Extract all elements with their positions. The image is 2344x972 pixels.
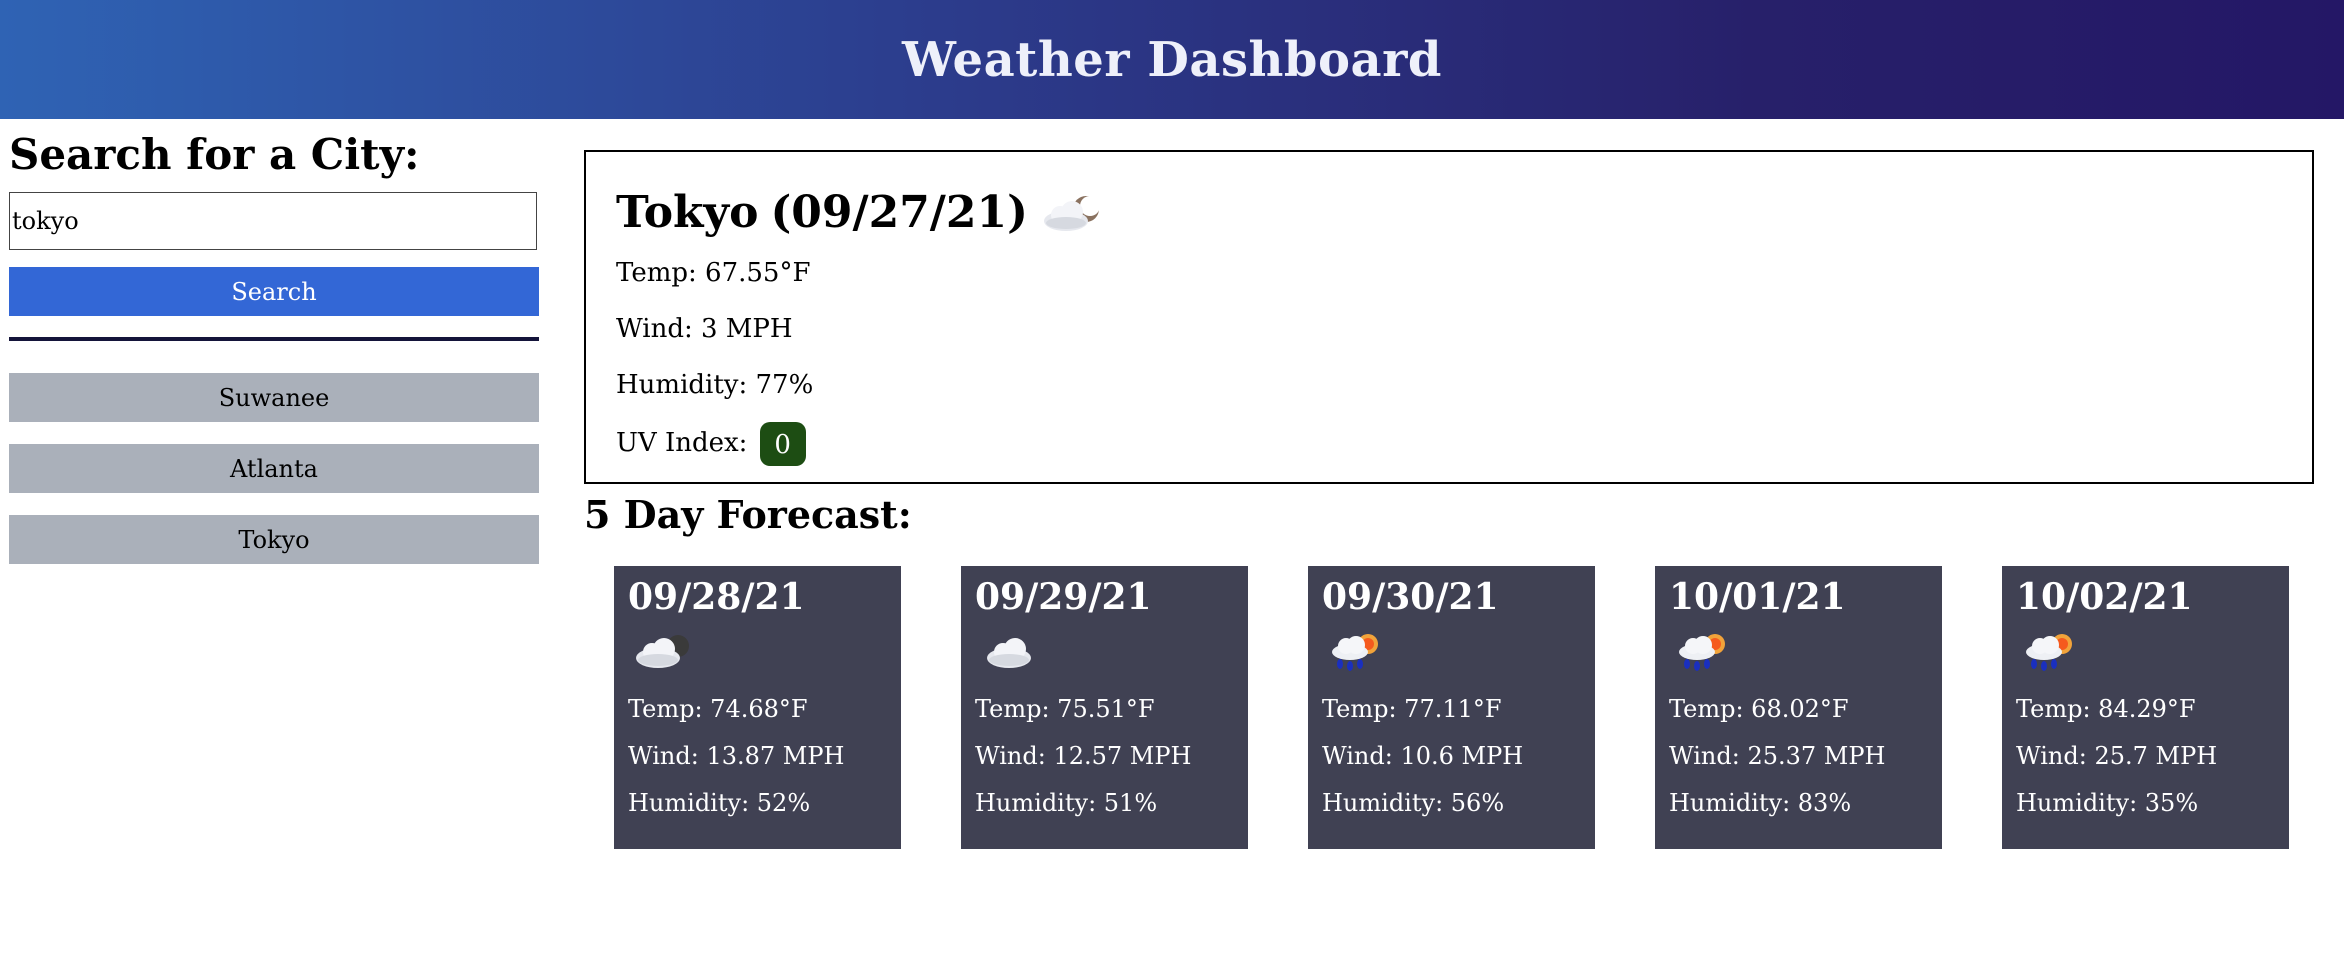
current-city-name: Tokyo bbox=[616, 187, 759, 238]
forecast-wind: Wind: 25.37 MPH bbox=[1669, 742, 1886, 770]
search-sidebar: Search for a City: Search Suwanee Atlant… bbox=[9, 126, 539, 564]
forecast-card: 09/29/21 Temp: 75.51°F Wind: 12.57 MPH H… bbox=[961, 566, 1248, 849]
forecast-wind: Wind: 25.7 MPH bbox=[2016, 742, 2218, 770]
uv-index-badge: 0 bbox=[759, 422, 806, 466]
current-temp: Temp: 67.55°F bbox=[616, 258, 811, 288]
forecast-card: 09/30/21 Temp: 77.11°F Wind: 10.6 MPH Hu… bbox=[1308, 566, 1595, 849]
forecast-title: 5 Day Forecast: bbox=[584, 492, 912, 537]
current-uv-row: UV Index: 0 bbox=[616, 422, 806, 466]
forecast-wind: Wind: 12.57 MPH bbox=[975, 742, 1192, 770]
sun-rain-cloud-icon bbox=[2020, 628, 2084, 676]
forecast-card: 10/01/21 Temp: 68.02°F Wind: 25.37 MPH H… bbox=[1655, 566, 1942, 849]
history-button-atlanta[interactable]: Atlanta bbox=[9, 444, 539, 493]
cloud-icon bbox=[979, 628, 1043, 676]
forecast-card: 09/28/21 Temp: 74.68°F Wind: 13.87 MPH H… bbox=[614, 566, 901, 849]
current-city-title: Tokyo (09/27/21) bbox=[616, 187, 1104, 238]
forecast-humidity: Humidity: 35% bbox=[2016, 789, 2199, 817]
search-heading: Search for a City: bbox=[9, 130, 420, 179]
page-header: Weather Dashboard bbox=[0, 0, 2344, 119]
history-button-suwanee[interactable]: Suwanee bbox=[9, 373, 539, 422]
forecast-date: 10/01/21 bbox=[1669, 576, 1846, 618]
forecast-humidity: Humidity: 83% bbox=[1669, 789, 1852, 817]
search-button[interactable]: Search bbox=[9, 267, 539, 316]
forecast-temp: Temp: 74.68°F bbox=[628, 695, 808, 723]
forecast-wind: Wind: 10.6 MPH bbox=[1322, 742, 1524, 770]
current-weather-panel: Tokyo (09/27/21) Temp: 67.55°F Wind: 3 M… bbox=[584, 150, 2314, 484]
forecast-temp: Temp: 75.51°F bbox=[975, 695, 1155, 723]
city-search-input[interactable] bbox=[9, 192, 537, 250]
current-humidity: Humidity: 77% bbox=[616, 370, 814, 400]
history-button-tokyo[interactable]: Tokyo bbox=[9, 515, 539, 564]
divider bbox=[9, 337, 539, 341]
forecast-date: 10/02/21 bbox=[2016, 576, 2193, 618]
forecast-card: 10/02/21 Temp: 84.29°F Wind: 25.7 MPH Hu… bbox=[2002, 566, 2289, 849]
forecast-date: 09/30/21 bbox=[1322, 576, 1499, 618]
forecast-date: 09/28/21 bbox=[628, 576, 805, 618]
partly-cloudy-night-icon bbox=[632, 628, 696, 676]
forecast-humidity: Humidity: 51% bbox=[975, 789, 1158, 817]
page-title: Weather Dashboard bbox=[902, 31, 1442, 88]
sun-rain-cloud-icon bbox=[1326, 628, 1390, 676]
current-date: (09/27/21) bbox=[770, 187, 1028, 238]
forecast-temp: Temp: 84.29°F bbox=[2016, 695, 2196, 723]
uv-index-label: UV Index: bbox=[616, 428, 748, 458]
forecast-humidity: Humidity: 56% bbox=[1322, 789, 1505, 817]
forecast-temp: Temp: 77.11°F bbox=[1322, 695, 1502, 723]
forecast-humidity: Humidity: 52% bbox=[628, 789, 811, 817]
forecast-wind: Wind: 13.87 MPH bbox=[628, 742, 845, 770]
current-wind: Wind: 3 MPH bbox=[616, 314, 793, 344]
forecast-date: 09/29/21 bbox=[975, 576, 1152, 618]
sun-rain-cloud-icon bbox=[1673, 628, 1737, 676]
forecast-temp: Temp: 68.02°F bbox=[1669, 695, 1849, 723]
partly-cloudy-night-icon bbox=[1040, 191, 1104, 235]
